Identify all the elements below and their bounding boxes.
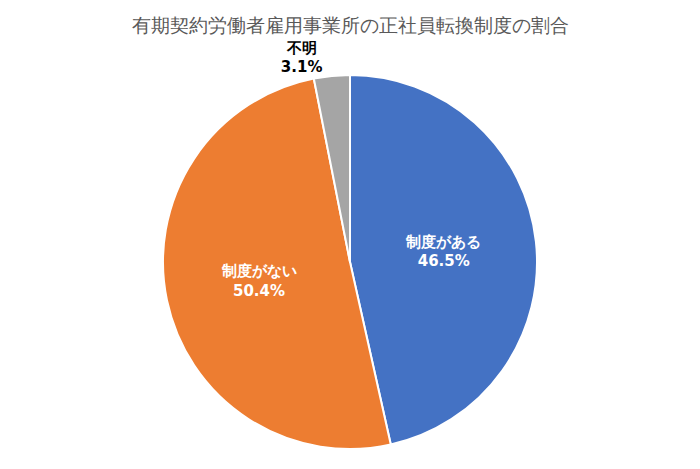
svg-text:有期契約労働者雇用事業所の正社員転換制度の割合: 有期契約労働者雇用事業所の正社員転換制度の割合 xyxy=(132,14,569,36)
svg-text:制度がない50.4%: 制度がない50.4% xyxy=(221,262,297,300)
svg-text:不明3.1%: 不明3.1% xyxy=(281,39,323,77)
svg-text:制度がある46.5%: 制度がある46.5% xyxy=(405,233,481,271)
